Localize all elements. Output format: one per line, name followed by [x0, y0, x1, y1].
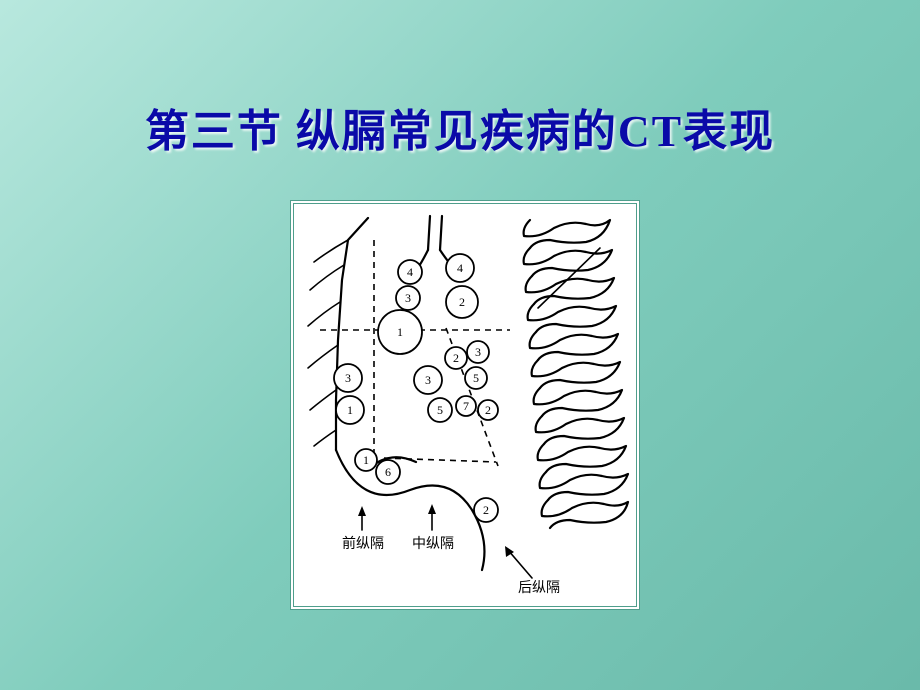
node-label: 2 — [453, 351, 459, 365]
node-label: 3 — [475, 345, 481, 359]
label-middle-text: 中纵隔 — [412, 536, 454, 552]
node-label: 4 — [407, 265, 413, 279]
node-label: 3 — [425, 373, 431, 387]
nodes-group: 44321233557231162 — [334, 254, 498, 522]
anatomical-diagram: 前纵隔 中纵隔 后纵隔 44321233557231162 — [300, 210, 630, 600]
node-label: 1 — [363, 453, 369, 467]
node-label: 5 — [473, 371, 479, 385]
figure-frame: 前纵隔 中纵隔 后纵隔 44321233557231162 — [290, 200, 640, 610]
node-label: 6 — [385, 465, 391, 479]
node-label: 1 — [397, 325, 403, 339]
label-front: 前纵隔 — [342, 506, 384, 552]
label-back-text: 后纵隔 — [518, 580, 560, 596]
node-label: 5 — [437, 403, 443, 417]
node-label: 3 — [345, 371, 351, 385]
slide: 第三节 纵膈常见疾病的CT表现 — [0, 0, 920, 690]
node-label: 7 — [463, 399, 469, 413]
label-front-text: 前纵隔 — [342, 535, 384, 552]
slide-title: 第三节 纵膈常见疾病的CT表现 — [0, 95, 920, 159]
node-label: 4 — [457, 261, 463, 275]
node-label: 2 — [483, 503, 489, 517]
node-label: 3 — [405, 291, 411, 305]
node-label: 1 — [347, 403, 353, 417]
node-label: 2 — [459, 295, 465, 309]
node-label: 2 — [485, 403, 491, 417]
label-middle: 中纵隔 — [412, 504, 454, 552]
spine — [524, 220, 628, 528]
diagram-svg: 前纵隔 中纵隔 后纵隔 44321233557231162 — [300, 210, 630, 600]
label-back: 后纵隔 — [505, 546, 560, 596]
